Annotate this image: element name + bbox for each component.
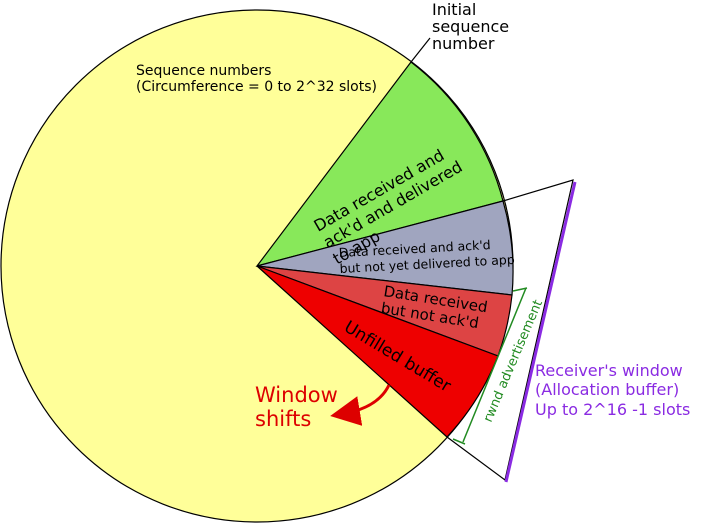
initial-sequence-label: Initial sequence number [432, 0, 509, 53]
svg-text:sequence: sequence [432, 17, 509, 36]
sector-delivered [255, 61, 504, 268]
svg-text:number: number [432, 34, 495, 53]
svg-text:Sequence numbers: Sequence numbers [136, 63, 271, 79]
svg-text:(Allocation buffer): (Allocation buffer) [535, 380, 679, 399]
svg-text:Initial: Initial [432, 0, 476, 19]
window-shifts-arrow [330, 384, 391, 426]
svg-text:Window: Window [255, 383, 338, 407]
initial-sequence-pointer [410, 37, 431, 63]
window-shifts-label: Window shifts [255, 383, 338, 431]
svg-text:shifts: shifts [255, 407, 311, 431]
receiver-window-label: Receiver's window (Allocation buffer) Up… [535, 361, 690, 419]
svg-text:(Circumference = 0 to 2^32 slo: (Circumference = 0 to 2^32 slots) [136, 79, 377, 95]
svg-text:Receiver's window: Receiver's window [535, 361, 683, 380]
svg-text:Up to 2^16 -1 slots: Up to 2^16 -1 slots [535, 400, 690, 419]
receiver-window-outline [446, 179, 574, 482]
receiver-window-bar [504, 181, 577, 483]
rwnd-bracket-top [512, 287, 528, 292]
sequence-numbers-label: Sequence numbers (Circumference = 0 to 2… [136, 63, 377, 95]
rwnd-bracket-bottom [452, 438, 466, 445]
rwnd-bracket [462, 287, 527, 443]
